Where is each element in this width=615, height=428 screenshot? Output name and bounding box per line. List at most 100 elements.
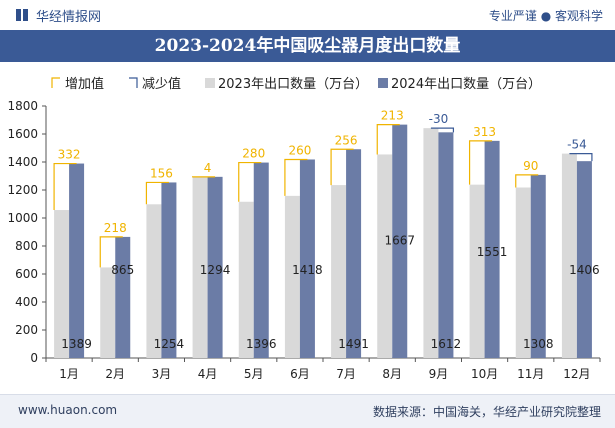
increase-bracket xyxy=(53,162,77,211)
increase-bracket xyxy=(376,124,400,155)
bar-2024 xyxy=(299,159,315,358)
bar-2024 xyxy=(115,236,131,358)
bar-2023 xyxy=(515,187,531,358)
bar-2023 xyxy=(284,195,300,358)
bar-2023 xyxy=(377,154,393,358)
footer-bar: www.huaon.com 数据来源：中国海关，华经产业研究院整理 xyxy=(0,394,615,428)
change-label: -54 xyxy=(567,138,587,152)
y-tick-label: 600 xyxy=(15,267,38,281)
bar-2023 xyxy=(238,201,254,358)
bar-2023 xyxy=(469,184,485,358)
legend-increase-marker xyxy=(51,77,60,88)
bar-2024 xyxy=(346,149,362,358)
increase-bracket xyxy=(99,236,123,268)
legend-label: 增加值 xyxy=(65,76,104,92)
bar-2024 xyxy=(207,176,223,358)
bar-value-label: 1294 xyxy=(200,263,231,277)
y-tick-label: 1000 xyxy=(7,211,38,225)
bar-2023 xyxy=(54,210,70,358)
x-tick-label: 6月 xyxy=(290,367,310,381)
decrease-bracket xyxy=(569,153,593,162)
y-tick-label: 1800 xyxy=(7,99,38,113)
increase-bracket xyxy=(330,148,354,186)
bar-value-label: 1389 xyxy=(61,337,92,351)
change-label: 260 xyxy=(288,143,311,157)
increase-bracket xyxy=(238,161,262,202)
increase-bracket xyxy=(145,181,169,205)
bar-2024 xyxy=(392,124,408,358)
legend-label: 2023年出口数量（万台） xyxy=(218,77,368,92)
increase-bracket xyxy=(515,174,539,188)
site-url: www.huaon.com xyxy=(18,403,118,417)
bar-2023 xyxy=(192,177,208,358)
increase-bracket xyxy=(284,158,308,196)
data-source: 数据来源：中国海关，华经产业研究院整理 xyxy=(372,405,601,419)
bar-value-label: 1254 xyxy=(154,337,185,351)
change-label: 313 xyxy=(473,125,496,139)
x-tick-label: 5月 xyxy=(244,367,264,381)
decrease-bracket xyxy=(430,127,455,133)
bar-2023 xyxy=(100,267,116,358)
change-label: 90 xyxy=(523,159,538,173)
change-label: 332 xyxy=(58,148,81,162)
legend-swatch-2024 xyxy=(378,78,388,88)
change-label: -30 xyxy=(429,112,449,126)
change-label: 256 xyxy=(335,133,358,147)
brand-logo-icon xyxy=(16,9,28,21)
bar-2024 xyxy=(253,162,269,358)
bar-value-label: 1667 xyxy=(384,234,415,248)
chart-title: 2023-2024年中国吸尘器月度出口数量 xyxy=(154,36,461,56)
bar-value-label: 1418 xyxy=(292,263,323,277)
x-tick-label: 12月 xyxy=(563,367,590,381)
brand-name: 华经情报网 xyxy=(36,10,102,25)
bar-2024 xyxy=(161,182,177,358)
x-tick-label: 1月 xyxy=(59,367,79,381)
bar-chart: 增加值 减少值 2023年出口数量（万台） 2024年出口数量（万台） 0 200 400 6… xyxy=(7,76,601,381)
legend-label: 2024年出口数量（万台） xyxy=(391,77,541,92)
increase-bracket xyxy=(468,140,493,185)
y-tick-label: 1400 xyxy=(7,155,38,169)
bar-value-label: 865 xyxy=(111,263,134,277)
change-label: 4 xyxy=(204,161,212,175)
bar-value-label: 1406 xyxy=(569,263,600,277)
bar-value-label: 1551 xyxy=(477,245,508,259)
bar-2023 xyxy=(561,153,577,358)
y-tick-label: 0 xyxy=(30,351,38,365)
bar-2023 xyxy=(331,185,347,358)
bar-2023 xyxy=(423,128,439,358)
x-tick-label: 8月 xyxy=(382,367,402,381)
x-tick-label: 2月 xyxy=(105,367,125,381)
bar-2024 xyxy=(438,132,454,358)
legend-label: 减少值 xyxy=(142,76,181,92)
change-label: 218 xyxy=(104,221,127,235)
change-label: 213 xyxy=(381,109,404,123)
bar-2024 xyxy=(576,161,592,358)
x-tick-label: 7月 xyxy=(336,367,356,381)
bar-value-label: 1396 xyxy=(246,337,277,351)
y-tick-label: 800 xyxy=(15,239,38,253)
y-tick-label: 200 xyxy=(15,323,38,337)
change-label: 156 xyxy=(150,166,173,180)
x-tick-label: 4月 xyxy=(198,367,218,381)
legend-decrease-marker xyxy=(129,77,138,88)
x-tick-label: 9月 xyxy=(429,367,449,381)
y-tick-label: 1200 xyxy=(7,183,38,197)
bar-2024 xyxy=(484,140,500,358)
bar-2023 xyxy=(146,204,162,358)
bar-value-label: 1308 xyxy=(523,337,554,351)
tagline: 专业严谨 ● 客观科学 xyxy=(488,9,603,23)
header-bar: 华经情报网 专业严谨 ● 客观科学 xyxy=(0,0,615,30)
x-tick-label: 3月 xyxy=(152,367,172,381)
bar-2024 xyxy=(530,174,546,358)
change-label: 280 xyxy=(242,147,265,161)
x-tick-label: 10月 xyxy=(471,367,498,381)
x-tick-label: 11月 xyxy=(517,367,544,381)
y-tick-label: 400 xyxy=(15,295,38,309)
bar-value-label: 1491 xyxy=(338,337,369,351)
bar-2024 xyxy=(69,163,85,358)
title-bar: 2023-2024年中国吸尘器月度出口数量 xyxy=(0,30,615,62)
increase-bracket xyxy=(191,176,216,178)
y-tick-label: 1600 xyxy=(7,127,38,141)
legend-swatch-2023 xyxy=(205,78,215,88)
bar-value-label: 1612 xyxy=(431,337,462,351)
